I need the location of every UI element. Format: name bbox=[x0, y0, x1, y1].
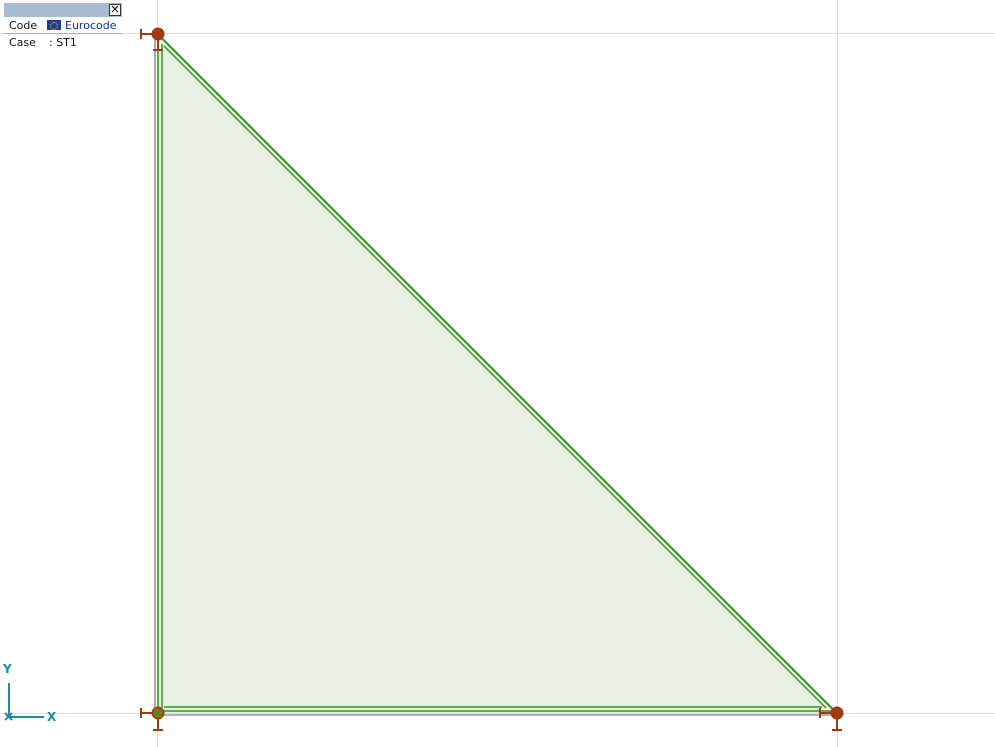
axis-origin-mark-2 bbox=[4, 712, 13, 721]
edge-diagonal[interactable] bbox=[160, 36, 835, 711]
axis-y-label: Y bbox=[3, 662, 12, 676]
code-value[interactable]: Eurocode bbox=[65, 18, 117, 32]
close-icon[interactable]: ✕ bbox=[109, 3, 121, 16]
code-label: Code bbox=[9, 18, 38, 32]
edge-diagonal-inner bbox=[163, 45, 827, 709]
case-value[interactable]: : ST1 bbox=[49, 35, 77, 49]
case-row: Case : ST1 bbox=[4, 34, 122, 50]
support-icon[interactable] bbox=[140, 27, 165, 51]
eu-flag-icon bbox=[47, 20, 61, 30]
case-label: Case bbox=[9, 35, 36, 49]
support-node-bottom-right[interactable] bbox=[830, 706, 844, 720]
support-icon[interactable] bbox=[819, 706, 844, 731]
info-panel-titlebar[interactable]: ✕ bbox=[4, 3, 122, 17]
support-node-top[interactable] bbox=[151, 27, 165, 41]
panel-edges[interactable] bbox=[157, 36, 835, 712]
code-row: Code Eurocode bbox=[4, 17, 122, 34]
support-icon[interactable] bbox=[140, 706, 165, 731]
axis-x-label: X bbox=[47, 710, 57, 724]
info-panel: ✕ Code Eurocode Case : ST1 bbox=[4, 3, 122, 50]
axis-icon bbox=[4, 683, 44, 721]
support-bl-cross-2 bbox=[153, 708, 163, 718]
